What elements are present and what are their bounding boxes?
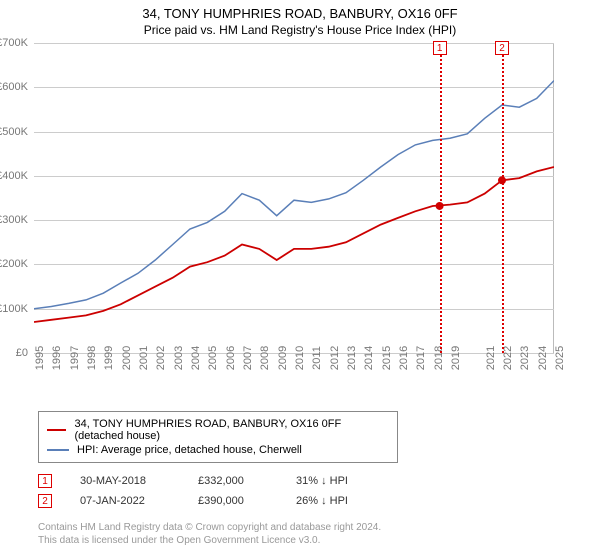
sale-diff: 26% ↓ HPI [296, 495, 348, 507]
footer-attribution: Contains HM Land Registry data © Crown c… [38, 521, 600, 547]
footer-line-1: Contains HM Land Registry data © Crown c… [38, 521, 600, 534]
chart-title: 34, TONY HUMPHRIES ROAD, BANBURY, OX16 0… [0, 6, 600, 21]
plot-area: £0£100K£200K£300K£400K£500K£600K£700K199… [34, 43, 554, 353]
legend-row: 34, TONY HUMPHRIES ROAD, BANBURY, OX16 0… [47, 417, 389, 443]
sale-vline-badge: 1 [433, 41, 447, 55]
sale-vline-badge: 2 [495, 41, 509, 55]
y-tick-label: £700K [0, 37, 28, 49]
sale-row: 1 30-MAY-2018 £332,000 31% ↓ HPI [38, 471, 600, 491]
sale-date: 30-MAY-2018 [80, 475, 170, 487]
sale-price: £332,000 [198, 475, 268, 487]
x-tick-label: 2025 [554, 346, 566, 370]
y-tick-label: £600K [0, 81, 28, 93]
sale-diff: 31% ↓ HPI [296, 475, 348, 487]
sale-price: £390,000 [198, 495, 268, 507]
sale-badge: 1 [38, 474, 52, 488]
legend-row: HPI: Average price, detached house, Cher… [47, 443, 389, 457]
sale-vline [502, 43, 504, 353]
sale-date: 07-JAN-2022 [80, 495, 170, 507]
legend-swatch [47, 429, 66, 431]
title-block: 34, TONY HUMPHRIES ROAD, BANBURY, OX16 0… [0, 0, 600, 39]
sales-table: 1 30-MAY-2018 £332,000 31% ↓ HPI 2 07-JAN-202… [38, 471, 600, 511]
plot-svg [34, 43, 554, 353]
legend-swatch [47, 449, 69, 451]
chart-container: 34, TONY HUMPHRIES ROAD, BANBURY, OX16 0… [0, 0, 600, 560]
chart-subtitle: Price paid vs. HM Land Registry's House … [0, 23, 600, 37]
y-tick-label: £0 [16, 347, 28, 359]
footer-line-2: This data is licensed under the Open Gov… [38, 534, 600, 547]
sale-row: 2 07-JAN-2022 £390,000 26% ↓ HPI [38, 491, 600, 511]
y-tick-label: £300K [0, 214, 28, 226]
series-hpi [34, 81, 554, 309]
chart-area: £0£100K£200K£300K£400K£500K£600K£700K199… [34, 43, 594, 393]
sale-badge: 2 [38, 494, 52, 508]
legend-label: HPI: Average price, detached house, Cher… [77, 444, 302, 456]
series-property [34, 167, 554, 322]
legend-label: 34, TONY HUMPHRIES ROAD, BANBURY, OX16 0… [74, 418, 389, 442]
y-tick-label: £400K [0, 170, 28, 182]
y-tick-label: £100K [0, 303, 28, 315]
sale-vline [440, 43, 442, 353]
legend: 34, TONY HUMPHRIES ROAD, BANBURY, OX16 0… [38, 411, 398, 463]
y-tick-label: £200K [0, 258, 28, 270]
y-tick-label: £500K [0, 126, 28, 138]
